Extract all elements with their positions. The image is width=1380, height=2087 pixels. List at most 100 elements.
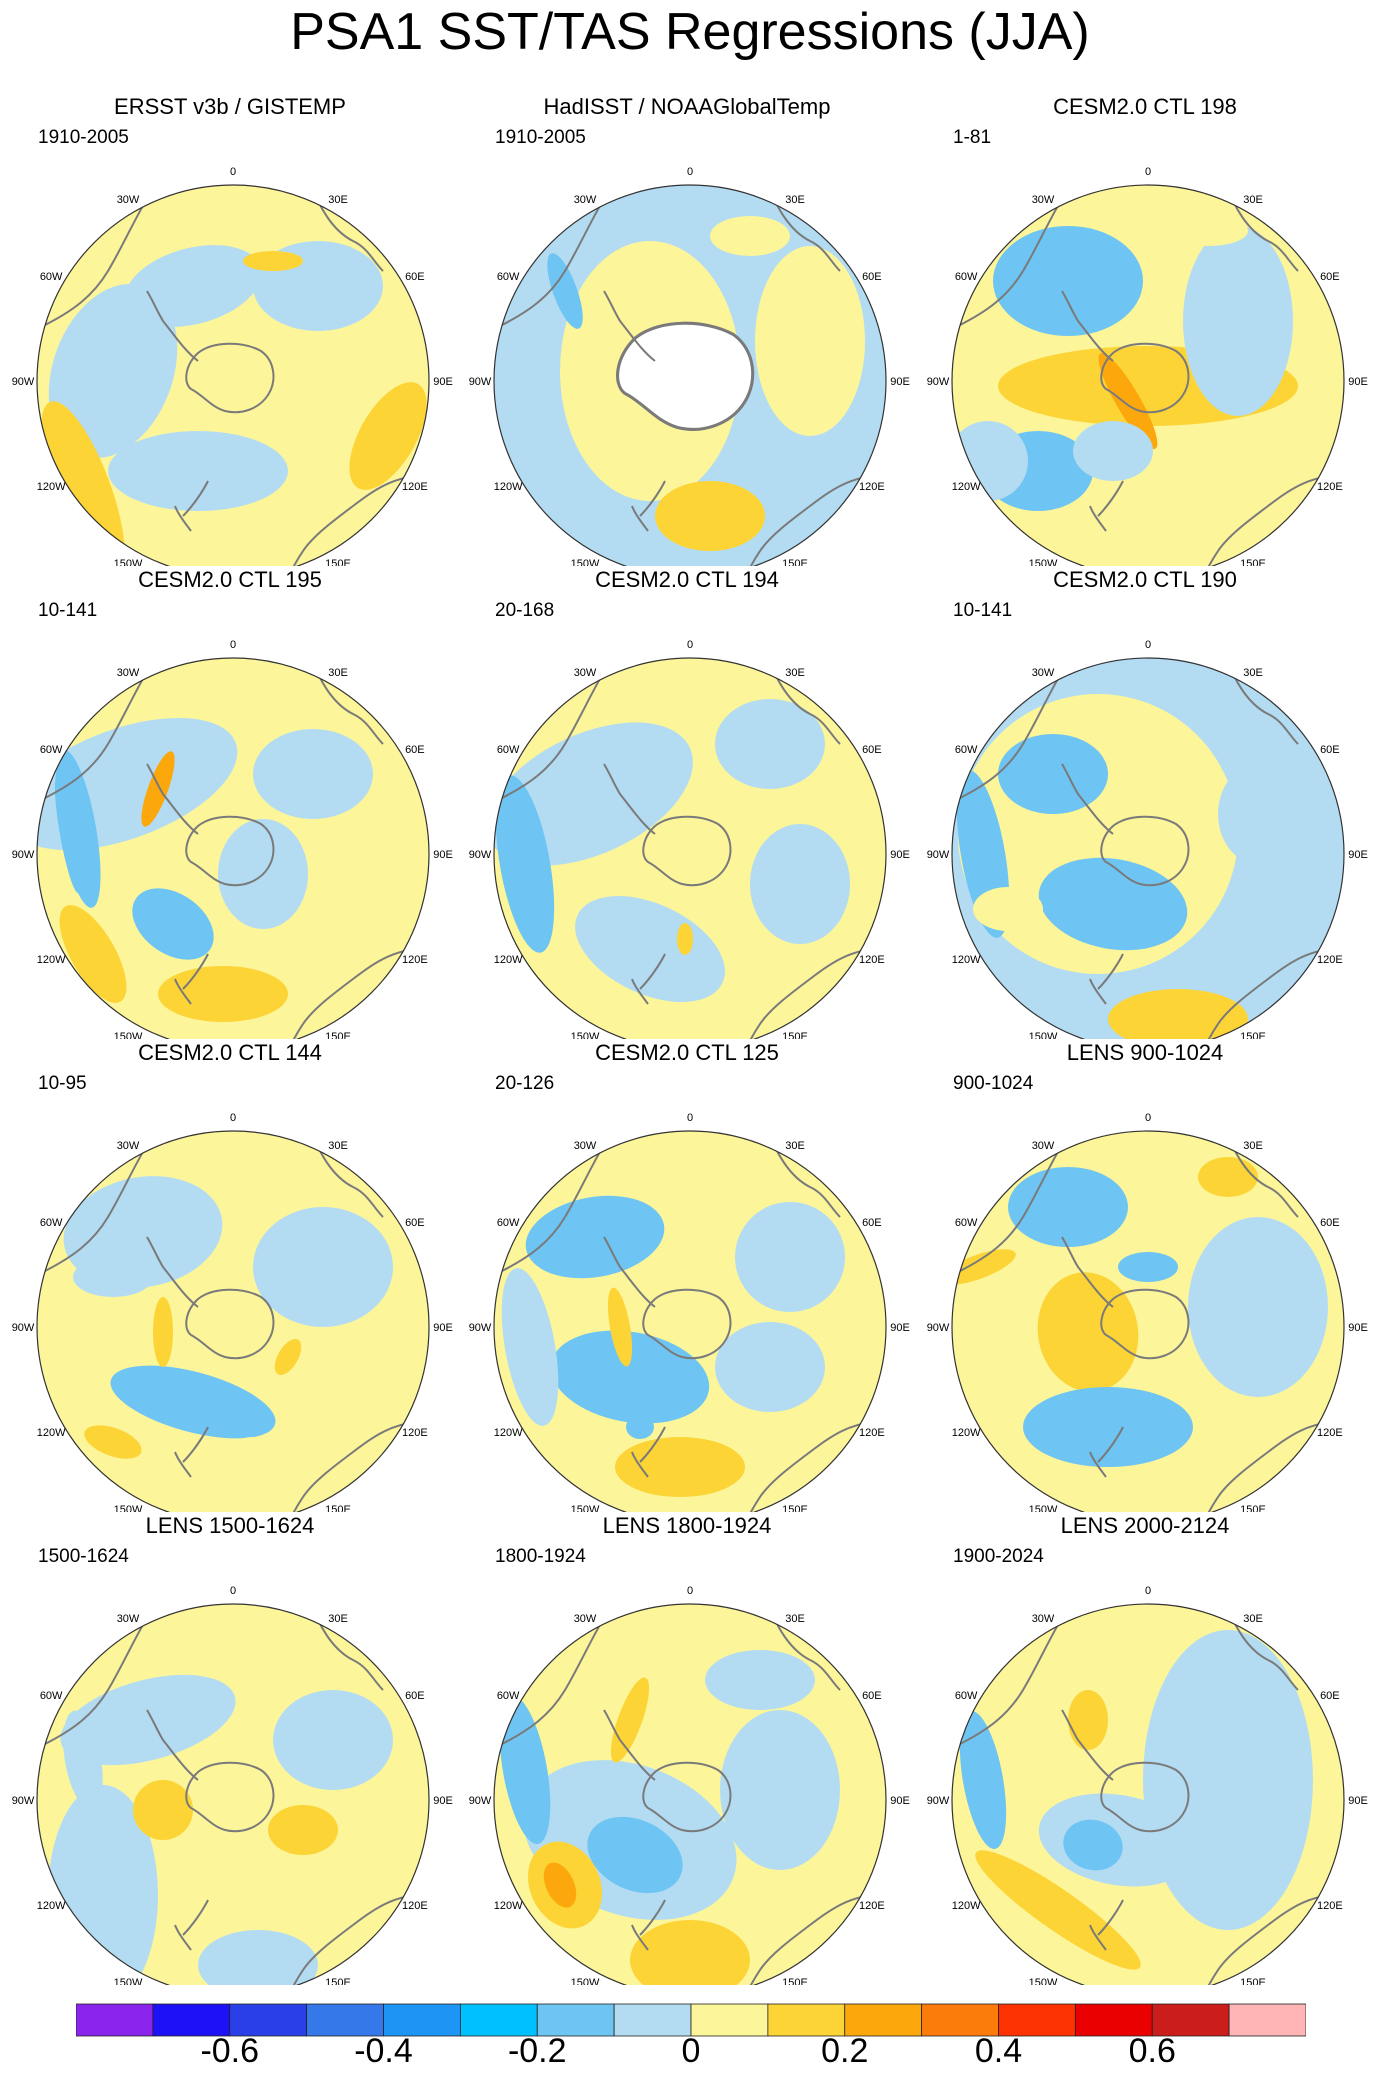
- longitude-label: 120E: [859, 954, 885, 966]
- anomaly-contour-pos2: [1198, 1157, 1258, 1197]
- longitude-label: 150E: [1240, 1977, 1266, 1985]
- australia-coast: [1202, 475, 1339, 566]
- longitude-label: 60E: [1320, 271, 1340, 283]
- map-panel: CESM2.0 CTL 1981-81030E60E90E120E150E180…: [915, 96, 1375, 566]
- anomaly-field: [494, 1604, 886, 1985]
- map-panel: CESM2.0 CTL 125 20-126 0 30E 60E 90E 120E 150E 1…: [457, 1042, 917, 1512]
- longitude-label: 150W: [1029, 1504, 1058, 1512]
- anomaly-contour-pos2: [615, 1437, 745, 1497]
- longitude-label: 30E: [1243, 1613, 1263, 1625]
- longitude-label: 120W: [952, 954, 981, 966]
- longitude-label: 150W: [114, 558, 143, 566]
- longitude-label: 30E: [785, 194, 805, 206]
- longitude-label: 60E: [862, 1690, 882, 1702]
- map-boundary: [951, 184, 1345, 566]
- anomaly-contour-neg2: [993, 226, 1143, 336]
- anomaly-contour-neg1: [63, 1710, 103, 1810]
- longitude-label: 0: [687, 1585, 693, 1597]
- anomaly-contour-neg1: [715, 699, 825, 789]
- longitude-label: 30W: [1032, 1613, 1055, 1625]
- longitude-label: 120W: [494, 481, 523, 493]
- longitude-label: 120E: [1317, 954, 1343, 966]
- longitude-label: 120W: [37, 954, 66, 966]
- anomaly-field: [952, 1131, 1344, 1512]
- panel-period: 10-141: [953, 600, 1013, 621]
- longitude-label: 120W: [952, 481, 981, 493]
- panel-period: 20-168: [495, 600, 555, 621]
- longitude-label: 60E: [405, 1690, 425, 1702]
- new-zealand-coast: [174, 953, 209, 1005]
- anomaly-contour-neg1: [720, 1710, 840, 1870]
- map-panel: LENS 1800-1924 1800-1924 0 30E 60E 90E 120E 150…: [457, 1515, 917, 1985]
- anomaly-field: [37, 1131, 429, 1512]
- panel-period: 1800-1924: [495, 1546, 586, 1567]
- anomaly-contour-neg1: [198, 1930, 318, 1985]
- australia-coast: [744, 1421, 881, 1512]
- longitude-label: 0: [1145, 166, 1151, 178]
- longitude-label: 90E: [433, 376, 453, 388]
- longitude-label: 30W: [1032, 667, 1055, 679]
- longitude-label: 90E: [433, 849, 453, 861]
- anomaly-contour-neg2: [587, 1816, 683, 1894]
- longitude-label: 90W: [469, 1795, 492, 1807]
- new-zealand-coast: [631, 1899, 666, 1951]
- new-zealand-coast: [631, 480, 666, 532]
- polar-map: 030E60E90E120E150E180150W120W90W60W30W: [927, 1112, 1368, 1512]
- longitude-label: 120W: [952, 1427, 981, 1439]
- antarctica-coast: [1100, 342, 1190, 414]
- anomaly-field: [494, 185, 886, 566]
- anomaly-contour-pos2: [1068, 1690, 1108, 1750]
- anomaly-contour-neg1: [750, 824, 850, 944]
- figure-title: PSA1 SST/TAS Regressions (JJA): [290, 3, 1090, 61]
- peninsula-coast: [603, 1709, 656, 1781]
- longitude-label: 90W: [927, 376, 950, 388]
- longitude-label: 30W: [574, 1613, 597, 1625]
- new-zealand-coast: [1089, 1426, 1124, 1478]
- longitude-label: 90W: [12, 376, 35, 388]
- longitude-label: 120E: [402, 1427, 428, 1439]
- longitude-label: 150E: [325, 1031, 351, 1039]
- longitude-label: 150W: [571, 558, 600, 566]
- longitude-label: 90W: [927, 1795, 950, 1807]
- anomaly-contour-pos1: [1168, 216, 1248, 246]
- anomaly-contour-pos1: [973, 887, 1043, 931]
- longitude-label: 60E: [405, 1217, 425, 1229]
- panel-period: 900-1024: [953, 1073, 1034, 1094]
- longitude-label: 0: [687, 166, 693, 178]
- anomaly-contour-pos2: [158, 966, 288, 1022]
- panel-title: CESM2.0 CTL 195: [138, 567, 322, 592]
- longitude-label: 90E: [1348, 849, 1368, 861]
- peninsula-coast: [603, 1236, 656, 1308]
- longitude-label: 60W: [40, 1690, 63, 1702]
- australia-coast: [287, 1421, 424, 1512]
- new-zealand-coast: [1089, 480, 1124, 532]
- new-zealand-coast: [174, 1899, 209, 1951]
- panel-title: LENS 900-1024: [1066, 1040, 1224, 1065]
- map-panel: LENS 900-1024 900-1024 0 30E 60E 90E 120E 150E 1…: [915, 1042, 1375, 1512]
- panel-period: 20-126: [495, 1073, 555, 1094]
- panel-period: 10-95: [38, 1073, 87, 1094]
- longitude-label: 150W: [114, 1031, 143, 1039]
- anomaly-contour-pos2: [153, 1297, 173, 1367]
- anomaly-contour-neg1: [715, 1322, 825, 1412]
- longitude-label: 90W: [927, 849, 950, 861]
- longitude-label: 30E: [328, 1140, 348, 1152]
- antarctica-coast: [185, 342, 275, 414]
- australia-coast: [1202, 948, 1339, 1039]
- new-zealand-coast: [631, 1426, 666, 1478]
- anomaly-field: [952, 1604, 1344, 1985]
- anomaly-contour-neg2: [132, 888, 214, 960]
- anomaly-contour-pos3: [1098, 352, 1158, 450]
- panel-title: ERSST v3b / GISTEMP: [114, 94, 346, 119]
- longitude-label: 60E: [1320, 744, 1340, 756]
- longitude-label: 120E: [1317, 1427, 1343, 1439]
- longitude-label: 90W: [469, 376, 492, 388]
- longitude-label: 150E: [782, 1031, 808, 1039]
- longitude-label: 30W: [117, 1140, 140, 1152]
- anomaly-contour-pos2: [349, 382, 427, 490]
- anomaly-contour-pos2: [243, 251, 303, 271]
- longitude-label: 150E: [325, 1504, 351, 1512]
- polar-map: 030E60E90E120E150E180150W120W90W60W30W: [12, 166, 453, 566]
- coastlines: [42, 1131, 424, 1512]
- colorbar-swatch: [690, 2003, 769, 2037]
